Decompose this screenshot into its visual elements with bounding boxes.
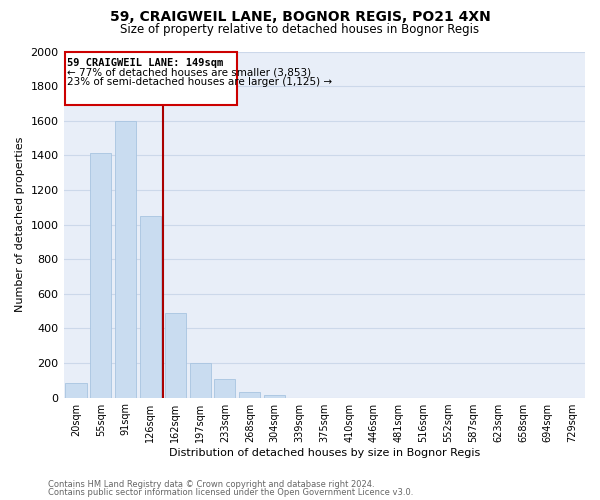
Text: 59, CRAIGWEIL LANE, BOGNOR REGIS, PO21 4XN: 59, CRAIGWEIL LANE, BOGNOR REGIS, PO21 4…	[110, 10, 490, 24]
Y-axis label: Number of detached properties: Number of detached properties	[15, 137, 25, 312]
Bar	[65, 383, 86, 398]
X-axis label: Distribution of detached houses by size in Bognor Regis: Distribution of detached houses by size …	[169, 448, 480, 458]
Text: Contains public sector information licensed under the Open Government Licence v3: Contains public sector information licen…	[48, 488, 413, 497]
Bar	[190, 363, 211, 398]
Bar	[115, 120, 136, 398]
Text: ← 77% of detached houses are smaller (3,853): ← 77% of detached houses are smaller (3,…	[67, 67, 311, 77]
Text: 59 CRAIGWEIL LANE: 149sqm: 59 CRAIGWEIL LANE: 149sqm	[67, 58, 224, 68]
Bar	[140, 216, 161, 398]
Bar	[165, 313, 186, 398]
Bar	[90, 152, 112, 398]
Text: Contains HM Land Registry data © Crown copyright and database right 2024.: Contains HM Land Registry data © Crown c…	[48, 480, 374, 489]
Text: 23% of semi-detached houses are larger (1,125) →: 23% of semi-detached houses are larger (…	[67, 76, 332, 86]
Bar	[239, 392, 260, 398]
Bar	[214, 380, 235, 398]
Text: Size of property relative to detached houses in Bognor Regis: Size of property relative to detached ho…	[121, 22, 479, 36]
FancyBboxPatch shape	[65, 52, 238, 105]
Bar	[264, 395, 285, 398]
